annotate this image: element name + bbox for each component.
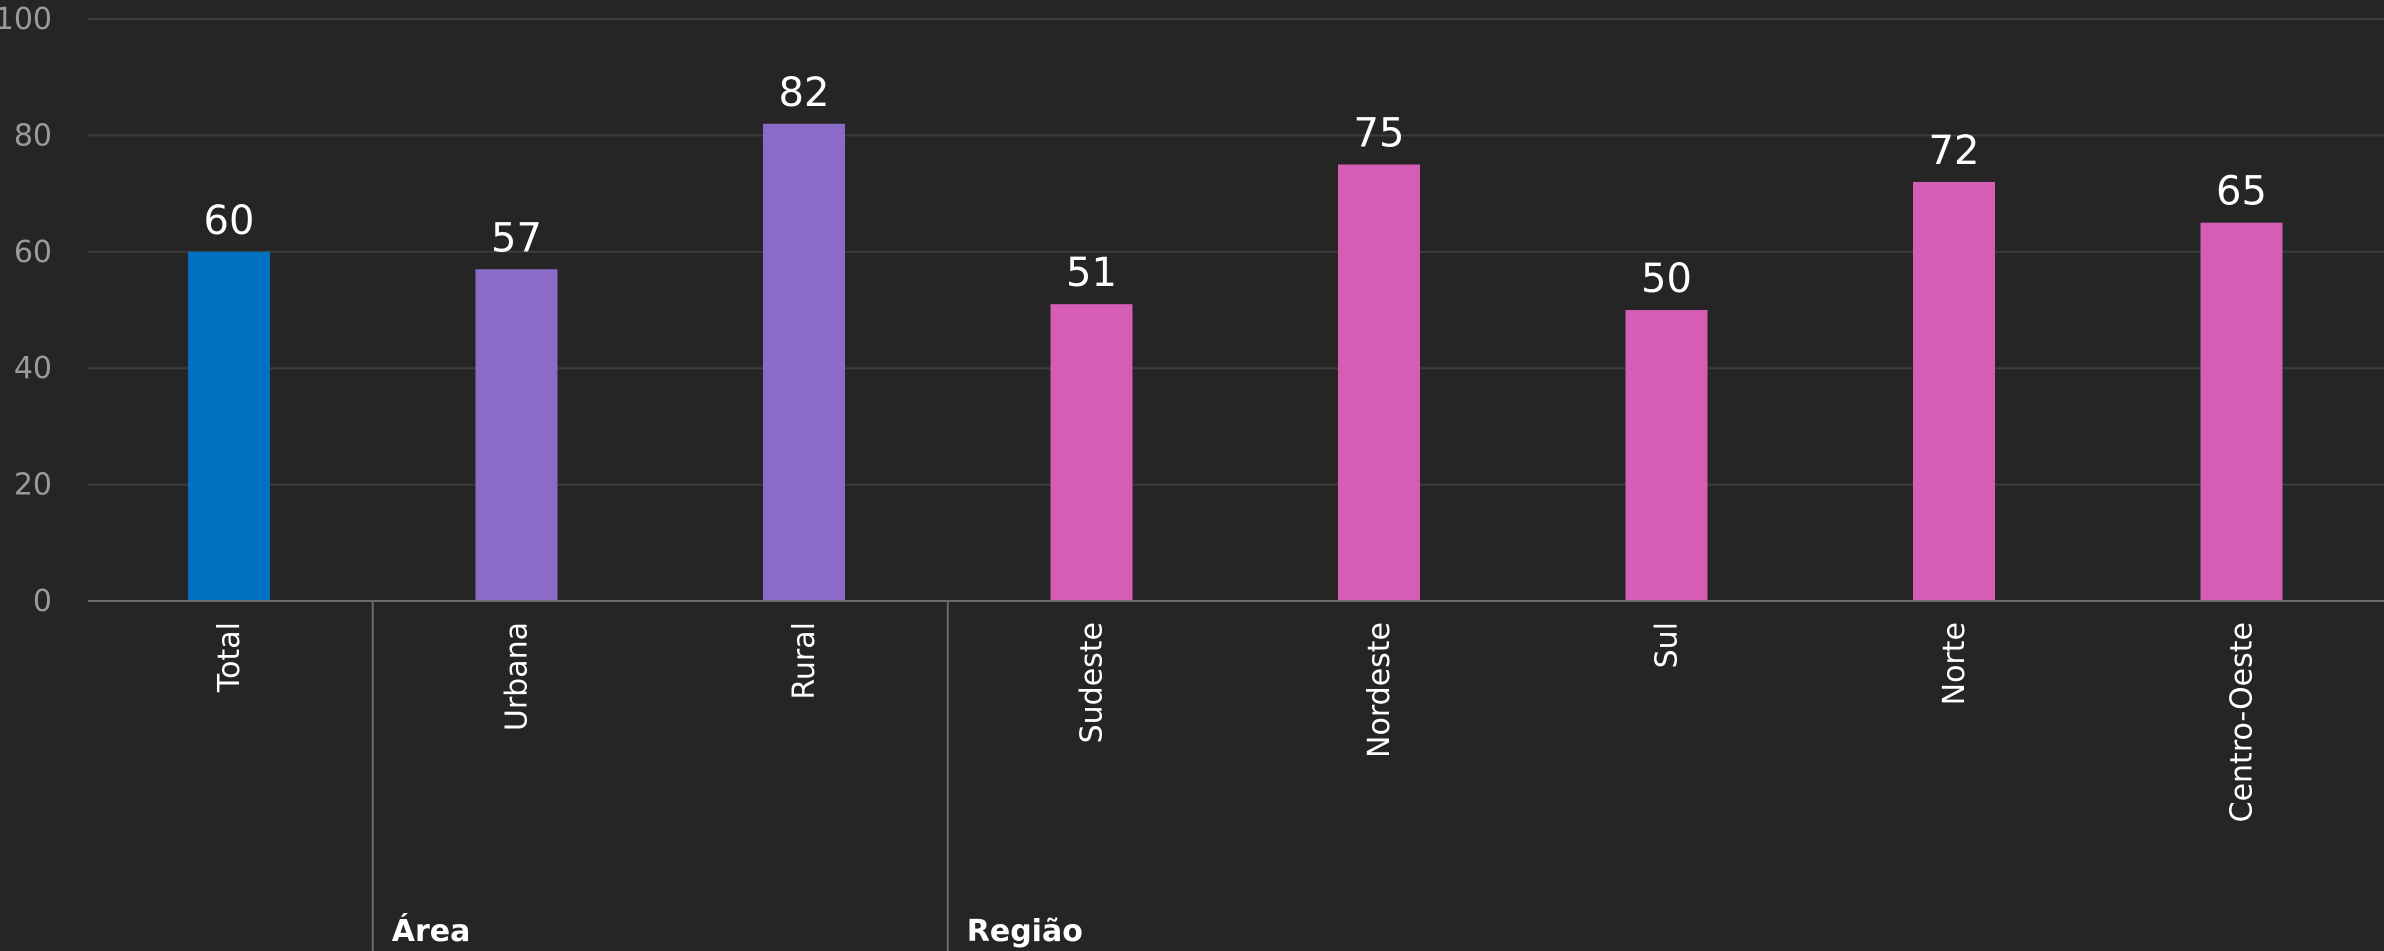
bar bbox=[1913, 181, 1995, 601]
y-tick-label: 60 bbox=[14, 235, 52, 270]
data-label: 72 bbox=[1929, 128, 1980, 174]
data-label: 50 bbox=[1641, 256, 1692, 302]
y-tick-label: 80 bbox=[14, 118, 52, 153]
bar bbox=[475, 269, 558, 601]
category-label: Rural bbox=[787, 622, 822, 700]
data-label: 82 bbox=[779, 70, 830, 116]
data-labels: 60 57 82 51 75 50 72 65 bbox=[204, 70, 2267, 302]
category-labels: Total Urbana Rural Sudeste Nordeste Sul Norte C… bbox=[212, 622, 2260, 822]
category-label: Sul bbox=[1650, 622, 1685, 668]
bar bbox=[1050, 304, 1133, 601]
group-label: Área bbox=[392, 913, 471, 949]
data-label: 65 bbox=[2216, 169, 2267, 215]
data-label: 51 bbox=[1066, 250, 1117, 296]
y-axis-ticks: 0 20 40 60 80 100 bbox=[0, 2, 52, 619]
group-label: Região bbox=[967, 914, 1083, 949]
category-label: Centro-Oeste bbox=[2225, 622, 2260, 822]
data-label: 60 bbox=[204, 198, 255, 244]
category-label: Norte bbox=[1937, 622, 1972, 705]
category-label: Urbana bbox=[500, 622, 535, 731]
gridlines bbox=[88, 18, 2384, 486]
category-groups: Área Região bbox=[371, 601, 1083, 951]
bar bbox=[763, 123, 845, 601]
category-label: Total bbox=[212, 622, 247, 693]
bar bbox=[188, 251, 270, 602]
bar bbox=[1338, 164, 1420, 601]
y-tick-label: 100 bbox=[0, 2, 52, 37]
data-label: 57 bbox=[491, 215, 542, 261]
bar bbox=[1625, 310, 1708, 601]
category-label: Sudeste bbox=[1075, 622, 1110, 743]
data-label: 75 bbox=[1354, 111, 1405, 157]
bar bbox=[2200, 222, 2283, 601]
category-label: Nordeste bbox=[1362, 622, 1397, 758]
bars bbox=[188, 123, 2283, 602]
y-tick-label: 40 bbox=[14, 351, 52, 386]
y-tick-label: 0 bbox=[33, 584, 52, 619]
y-tick-label: 20 bbox=[14, 468, 52, 503]
